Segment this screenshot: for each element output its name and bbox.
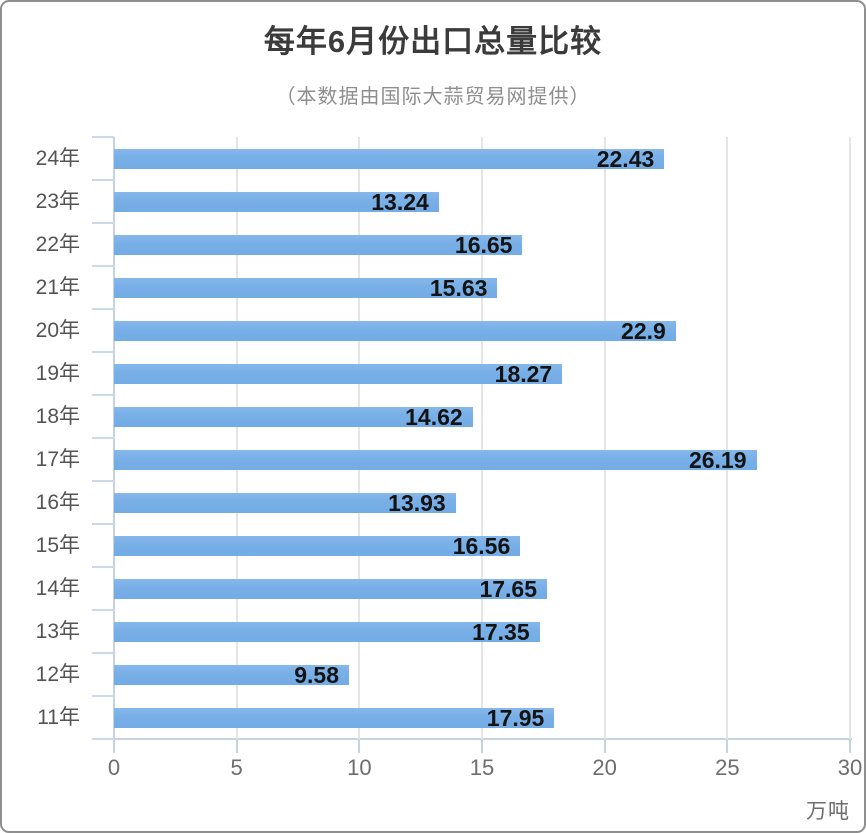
gridline bbox=[235, 137, 238, 739]
x-axis-unit-label: 万吨 bbox=[806, 800, 850, 823]
x-axis-tick bbox=[235, 739, 238, 753]
x-axis-tick bbox=[849, 739, 851, 753]
bar bbox=[114, 707, 555, 728]
x-axis-tick bbox=[481, 739, 483, 753]
y-axis-tick bbox=[92, 437, 114, 439]
x-tick-label: 10 bbox=[347, 755, 372, 780]
bar-value-label: 9.58 bbox=[294, 661, 340, 688]
y-axis-tick bbox=[92, 480, 114, 482]
gridline bbox=[481, 137, 483, 739]
bar-value-label: 22.43 bbox=[596, 145, 655, 172]
bar bbox=[114, 191, 439, 212]
bar-value-label: 13.93 bbox=[388, 489, 446, 516]
x-tick-label: 20 bbox=[592, 755, 617, 780]
bar-value-label: 17.95 bbox=[486, 704, 545, 731]
x-axis-tick bbox=[358, 739, 361, 753]
y-axis-tick bbox=[92, 695, 114, 697]
y-axis-tick bbox=[92, 222, 114, 224]
bar-value-label: 22.9 bbox=[621, 317, 666, 344]
bar bbox=[114, 664, 350, 685]
bar bbox=[114, 535, 521, 556]
x-axis-tick bbox=[113, 739, 115, 753]
x-tick-label: 5 bbox=[230, 755, 243, 780]
bar-value-label: 15.63 bbox=[429, 274, 488, 301]
category-label: 19年 bbox=[35, 361, 80, 385]
y-axis-tick bbox=[92, 523, 114, 525]
y-axis-tick bbox=[92, 652, 114, 654]
category-label: 14年 bbox=[35, 576, 80, 600]
bar bbox=[114, 406, 473, 427]
bar-value-label: 16.65 bbox=[454, 231, 513, 258]
x-axis-line bbox=[92, 738, 852, 740]
category-label: 13年 bbox=[35, 619, 80, 643]
x-tick-label: 25 bbox=[715, 755, 740, 780]
y-axis-line bbox=[113, 137, 115, 739]
bar bbox=[114, 621, 540, 642]
category-label: 11年 bbox=[37, 705, 80, 729]
x-tick-label: 0 bbox=[107, 755, 121, 780]
category-label: 18年 bbox=[35, 404, 80, 428]
bar bbox=[114, 277, 498, 298]
plot-area: 万吨 0 5 10 15 20 25 30 24年 22.43 23年 13.24 22年 16.65 2… bbox=[36, 136, 862, 823]
x-axis-tick bbox=[726, 739, 729, 753]
category-label: 24年 bbox=[35, 146, 80, 170]
bar bbox=[114, 492, 456, 513]
x-tick-label: 15 bbox=[469, 755, 495, 780]
bar bbox=[114, 148, 665, 169]
bar-value-label: 14.62 bbox=[405, 403, 463, 430]
y-axis-tick bbox=[92, 351, 114, 353]
bar bbox=[114, 234, 523, 255]
bar-value-label: 16.56 bbox=[452, 532, 511, 559]
chart-subtitle: （本数据由国际大蒜贸易网提供） bbox=[275, 86, 591, 108]
bar-value-label: 18.27 bbox=[494, 360, 553, 387]
y-axis-tick bbox=[92, 609, 114, 611]
bar bbox=[114, 363, 563, 384]
category-label: 22年 bbox=[35, 232, 80, 256]
bar-value-label: 17.35 bbox=[472, 618, 530, 645]
x-tick-label: 30 bbox=[837, 755, 863, 780]
y-axis-tick bbox=[92, 136, 114, 138]
bar-value-label: 13.24 bbox=[371, 188, 429, 215]
category-label: 17年 bbox=[35, 447, 80, 471]
bar bbox=[114, 578, 547, 599]
x-axis-tick bbox=[603, 739, 606, 753]
y-axis-tick bbox=[92, 308, 114, 310]
category-label: 15年 bbox=[35, 533, 80, 557]
y-axis-tick bbox=[92, 265, 114, 267]
category-label: 16年 bbox=[35, 490, 80, 514]
gridline bbox=[358, 137, 361, 739]
chart-title: 每年6月份出口总量比较 bbox=[263, 24, 603, 59]
bar-value-label: 26.19 bbox=[688, 446, 747, 473]
category-label: 12年 bbox=[35, 662, 80, 686]
gridline bbox=[726, 137, 729, 739]
bar bbox=[114, 320, 676, 341]
y-axis-tick bbox=[92, 179, 114, 181]
gridline bbox=[849, 137, 851, 739]
gridline bbox=[603, 137, 606, 739]
category-label: 20年 bbox=[35, 318, 80, 342]
bar-value-label: 17.65 bbox=[479, 575, 537, 602]
bar bbox=[114, 449, 757, 470]
category-label: 21年 bbox=[35, 275, 80, 299]
category-label: 23年 bbox=[35, 189, 80, 213]
y-axis-tick bbox=[92, 738, 114, 740]
y-axis-tick bbox=[92, 394, 114, 396]
y-axis-tick bbox=[92, 566, 114, 568]
